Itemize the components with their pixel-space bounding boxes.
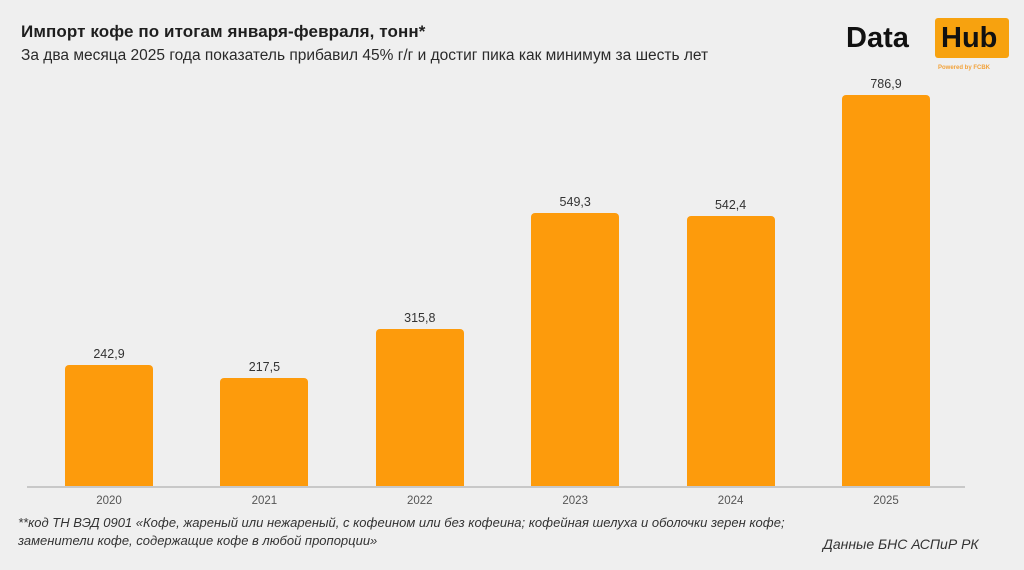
bar-value-label: 217,5 [248, 359, 281, 374]
bar-value-label: 242,9 [93, 347, 125, 362]
x-axis-line [27, 486, 965, 488]
bar-value-label: 542,4 [714, 198, 747, 213]
bar-value-label: 786,9 [870, 77, 902, 91]
chart-subtitle: За два месяца 2025 года показатель приба… [21, 47, 709, 64]
chart-title: Импорт кофе по итогам января-февраля, то… [21, 22, 426, 41]
logo-word-data: Data [846, 22, 909, 54]
x-tick-label: 2025 [873, 495, 899, 507]
bar-2021 [220, 377, 309, 486]
bar-2025 [842, 95, 930, 486]
x-tick-label: 2023 [562, 495, 588, 507]
bar-value-label: 549,3 [559, 195, 591, 210]
bar-2023 [531, 213, 620, 486]
logo-hub-box: Hub [935, 18, 1009, 58]
logo-word-hub: Hub [941, 22, 998, 54]
bar-2024 [686, 216, 775, 486]
x-tick-label: 2024 [717, 495, 744, 507]
bar-2022 [375, 329, 464, 486]
x-tick-label: 2021 [251, 495, 278, 507]
bar-2020 [65, 365, 153, 486]
footnote: **код ТН ВЭД 0901 «Кофе, жареный или неж… [18, 515, 785, 548]
bar-value-label: 315,8 [404, 311, 436, 326]
x-tick-label: 2020 [96, 495, 122, 507]
logo-powered-by: Powered by FCBK [938, 65, 991, 71]
x-tick-label: 2022 [407, 495, 433, 507]
data-source: Данные БНС АСПиР РК [823, 536, 979, 552]
